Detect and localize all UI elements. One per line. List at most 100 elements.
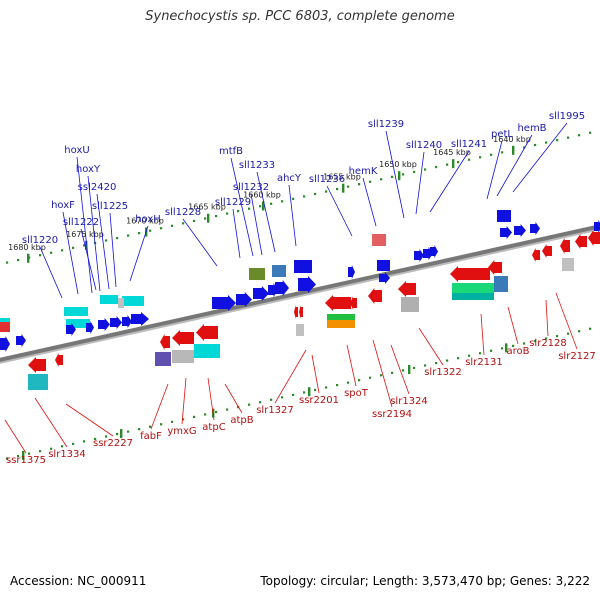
top-leader-sll1241 <box>429 150 470 213</box>
forward-gene-11 <box>298 276 316 293</box>
reverse-gene-2 <box>560 238 570 254</box>
genome-summary: Topology: circular; Length: 3,573,470 bp… <box>260 574 590 588</box>
scale-dot <box>545 141 548 144</box>
top-leader-hoxy <box>87 175 101 292</box>
top-leader-sll1236 <box>326 185 353 237</box>
reverse-gene-23 <box>172 330 194 346</box>
scale-dot <box>226 408 229 411</box>
top-leader-sll1220 <box>39 246 63 299</box>
genome-backbone <box>0 224 600 362</box>
kbp-label-8: 1680 kbp <box>8 243 46 252</box>
kbp-tick-4 <box>262 201 265 211</box>
scale-dot <box>512 344 515 348</box>
forward-gene-19 <box>100 295 118 304</box>
kbp-tick-0 <box>512 145 515 155</box>
scale-dot <box>380 178 383 181</box>
forward-gene-28 <box>66 323 76 336</box>
scale-dot <box>523 146 526 149</box>
forward-gene-13 <box>275 280 289 296</box>
bottom-gene-label-slr1334: slr1334 <box>48 449 86 460</box>
top-gene-label-hemb: hemB <box>517 123 546 134</box>
scale-dot <box>127 234 130 237</box>
scale-dot <box>6 457 9 460</box>
scale-dot <box>270 398 273 401</box>
scale-dot <box>303 391 306 394</box>
scale-dot <box>446 359 449 362</box>
scale-dot <box>479 156 482 159</box>
bottom-gene-label-atpb: atpB <box>230 415 253 426</box>
top-gene-label-sll1225: sll1225 <box>92 201 128 212</box>
scale-dot <box>28 452 31 455</box>
scale-dot <box>402 173 405 176</box>
kbp-tick-2 <box>398 171 401 181</box>
scale-dot <box>50 251 53 254</box>
top-leader-sll1228 <box>182 218 218 267</box>
forward-gene-8 <box>379 272 390 284</box>
scale-dot <box>501 347 504 350</box>
scale-dot <box>413 170 416 174</box>
bottom-gene-label-slr1324: slr1324 <box>390 396 428 407</box>
bottom-gene-label-ssr1375: ssr1375 <box>6 455 46 466</box>
scale-dot <box>314 388 317 392</box>
forward-gene-6 <box>430 245 438 258</box>
bottom-leader-slr2131 <box>480 313 485 356</box>
bottom-gene-label-fabf: fabF <box>140 431 162 442</box>
bottom-leader-slr1322 <box>418 327 444 366</box>
bottom-gene-label-slr2131: slr2131 <box>465 357 503 368</box>
forward-gene-4 <box>414 249 424 262</box>
top-leader-sll1240 <box>415 151 425 215</box>
bottom-leader-ymxg <box>181 377 187 425</box>
bottom-gene-label-ssr2194: ssr2194 <box>372 409 412 420</box>
reverse-gene-25 <box>155 352 171 366</box>
scale-dot <box>171 224 174 227</box>
scale-dot <box>83 440 86 443</box>
scale-dot <box>391 175 394 178</box>
top-gene-label-mtfb: mtfB <box>219 146 243 157</box>
kbp-label-5: 1665 kbp <box>188 203 226 212</box>
reverse-gene-17 <box>327 320 355 328</box>
top-leader-sll1239 <box>385 130 405 219</box>
forward-gene-3 <box>530 222 540 235</box>
top-gene-label-sll1222: sll1222 <box>63 217 99 228</box>
scale-dot <box>215 410 218 414</box>
reverse-gene-15 <box>350 296 357 310</box>
scale-dot <box>358 379 361 382</box>
kbp-tick-3 <box>342 183 345 193</box>
kbp-label-2: 1650 kbp <box>379 160 417 169</box>
bottom-gene-label-ssr2227: ssr2227 <box>93 438 133 449</box>
bottom-leader-ssr1375 <box>4 419 27 454</box>
scale-dot <box>457 357 460 360</box>
scale-dot <box>281 200 284 203</box>
reverse-gene-24 <box>160 334 170 350</box>
reverse-gene-7 <box>488 260 502 275</box>
top-leader-hemk <box>362 177 377 227</box>
scale-dot <box>589 131 592 134</box>
bottom-gene-label-ssr2201: ssr2201 <box>299 395 339 406</box>
forward-gene-23 <box>110 316 122 329</box>
scale-dot <box>424 364 427 367</box>
scale-dot <box>578 134 581 137</box>
top-gene-label-ahcy: ahcY <box>277 173 302 184</box>
scale-dot <box>72 246 75 249</box>
forward-gene-32 <box>16 334 26 347</box>
reverse-gene-29 <box>55 353 63 367</box>
forward-gene-12 <box>272 265 286 277</box>
top-leader-sll1229 <box>232 208 241 259</box>
bottom-gene-label-slr2127: slr2127 <box>558 351 596 362</box>
top-gene-label-sll1220: sll1220 <box>22 235 58 246</box>
top-gene-label-sll1995: sll1995 <box>549 111 585 122</box>
reverse-gene-6 <box>450 266 490 282</box>
scale-dot <box>259 401 262 404</box>
scale-dot <box>402 369 405 372</box>
scale-dot <box>501 151 504 154</box>
bottom-leader-ssr2201 <box>311 354 320 394</box>
top-leader-petl <box>486 140 503 200</box>
scale-dot <box>116 432 119 436</box>
kbp-tick-7 <box>85 240 88 250</box>
scale-dot <box>468 158 471 161</box>
scale-dot <box>171 420 174 423</box>
reverse-gene-28 <box>28 357 46 373</box>
forward-gene-31 <box>0 336 10 352</box>
top-gene-label-petl: petL <box>491 129 513 140</box>
scale-dot <box>215 214 218 218</box>
